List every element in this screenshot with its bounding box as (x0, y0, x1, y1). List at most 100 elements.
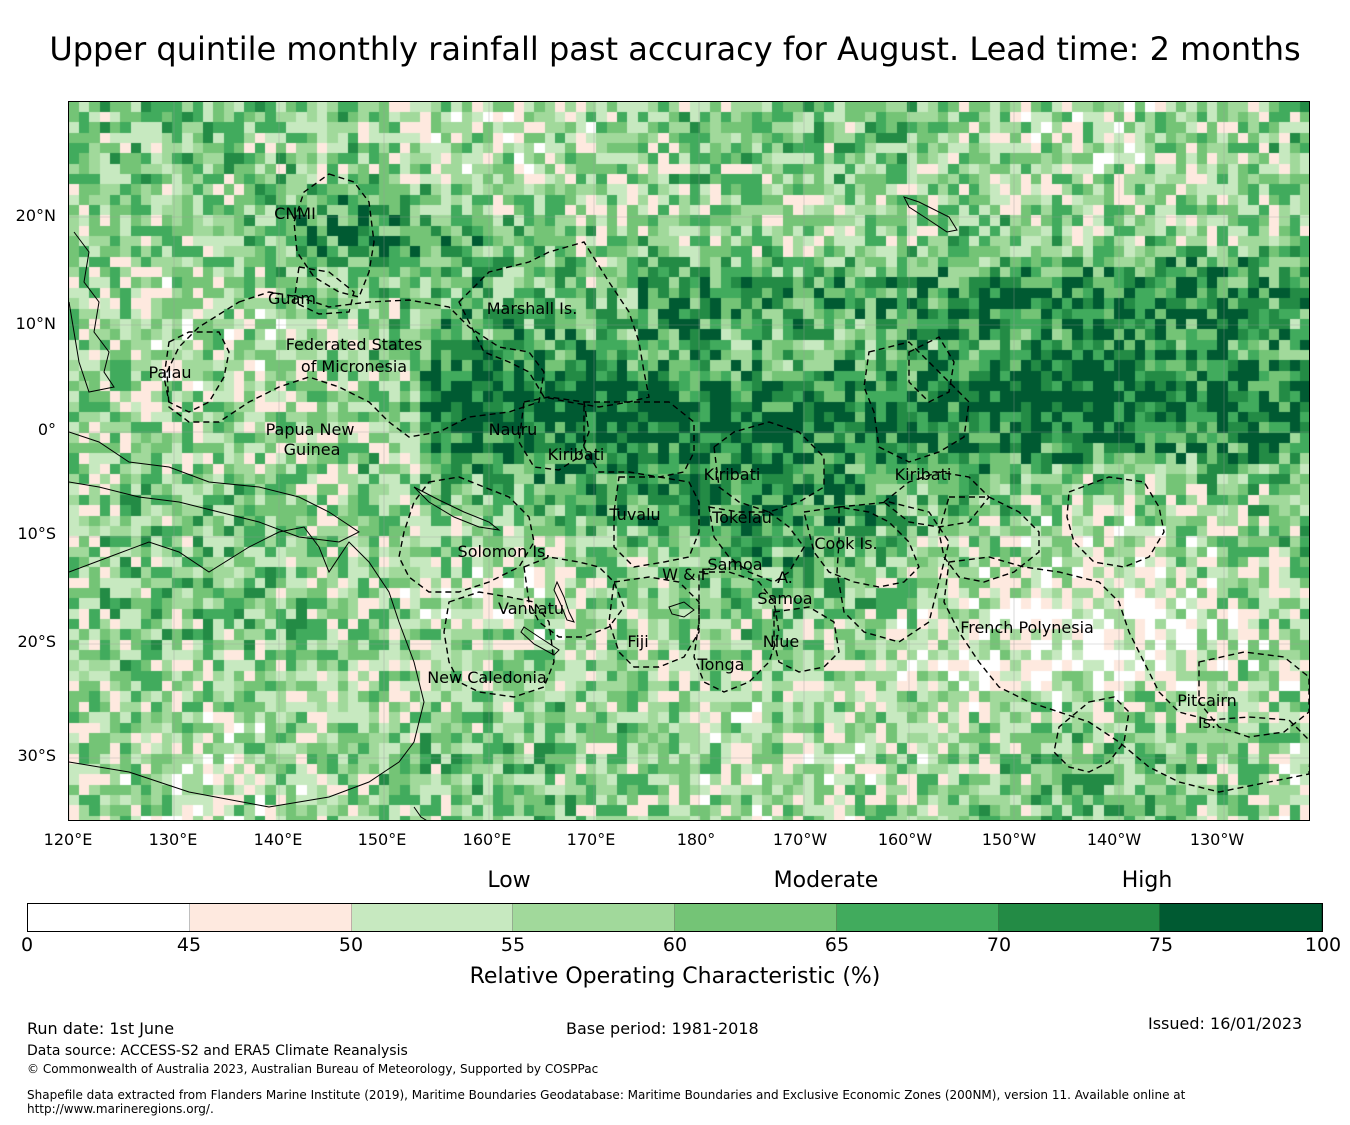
category-moderate: Moderate (773, 868, 879, 893)
colorbar-tick-label: 60 (662, 934, 688, 956)
coastlines (69, 196, 958, 820)
colorbar-tick-label: 100 (1304, 934, 1342, 956)
region-label: Palau (148, 363, 191, 382)
colorbar-tick-label: 50 (338, 934, 364, 956)
colorbar-segment (351, 904, 514, 931)
colorbar-tick-label: 70 (986, 934, 1012, 956)
philippines-coastline (69, 231, 115, 393)
eez-boundary (803, 506, 920, 588)
region-label: Kiribati (704, 465, 761, 484)
longitude-label: 140°W (1086, 830, 1142, 849)
new-zealand-coastline (413, 806, 427, 820)
longitude-label: 150°E (357, 830, 407, 849)
eez-boundary (458, 241, 650, 408)
region-label: Tuvalu (608, 505, 660, 524)
longitude-label: 170°W (772, 830, 828, 849)
base-period: Base period: 1981-2018 (566, 1019, 759, 1038)
region-labels: CNMI Guam Marshall Is. Federated States of M… (148, 204, 1236, 732)
new-guinea-coastline (69, 431, 360, 543)
region-label: Guam (268, 289, 316, 308)
region-label: Papua New (266, 420, 355, 439)
eez-boundary (1053, 696, 1130, 773)
region-label: A. (777, 568, 793, 587)
longitude-label: 160°W (877, 830, 933, 849)
region-label: Vanuatu (498, 599, 564, 618)
issued-date: Issued: 16/01/2023 (1148, 1014, 1303, 1033)
latitude-label: 10°N (15, 314, 56, 333)
region-label: Tonga (697, 655, 745, 674)
eez-boundary (163, 331, 230, 413)
eez-boundary (836, 501, 950, 643)
australia-coastline (69, 526, 425, 808)
colorbar-tick-label: 55 (500, 934, 526, 956)
longitude-label: 120°E (43, 830, 93, 849)
colorbar-segment (675, 904, 837, 931)
region-label: Kiribati (548, 445, 605, 464)
eez-boundary (882, 471, 990, 528)
colorbar-tick-label: 45 (176, 934, 202, 956)
latitude-label: 20°N (15, 206, 56, 225)
longitude-label: 150°W (981, 830, 1037, 849)
eez-boundary (908, 336, 955, 403)
colorbar-segment (1160, 904, 1322, 931)
map-overlay: CNMI Guam Marshall Is. Federated States of M… (69, 102, 1309, 820)
eez-boundary (1066, 476, 1165, 568)
region-label: New Caledonia (427, 668, 547, 687)
region-label: Kiribati (895, 465, 952, 484)
shapefile-url: http://www.marineregions.org/. (27, 1102, 214, 1116)
data-source: Data source: ACCESS-S2 and ERA5 Climate … (27, 1043, 408, 1059)
longitude-label: 160°E (462, 830, 512, 849)
run-date: Run date: 1st June (27, 1019, 175, 1038)
region-label: W & F (662, 565, 710, 584)
eez-boundary (583, 401, 695, 478)
colorbar-title: Relative Operating Characteristic (%) (469, 964, 881, 989)
category-high: High (1121, 868, 1173, 893)
longitude-label: 130°E (148, 830, 198, 849)
eez-boundary (608, 576, 700, 668)
solomon-islands-coastline (413, 486, 501, 531)
longitude-label: 180° (676, 830, 716, 849)
latitude-label: 0° (37, 420, 56, 439)
new-caledonia-coastline (520, 626, 560, 656)
region-label: Marshall Is. (487, 299, 578, 318)
region-label: CNMI (274, 204, 316, 223)
region-label: Cook Is. (814, 534, 877, 553)
eez-boundary (443, 591, 555, 698)
eez-boundary (293, 266, 355, 315)
colorbar-segment (836, 904, 999, 931)
vanuatu-coastline (553, 580, 575, 623)
eez-boundary (708, 506, 805, 583)
region-label: Guinea (284, 440, 341, 459)
colorbar-tick-label: 0 (20, 934, 34, 956)
region-label: Pitcairn (1177, 691, 1237, 710)
longitude-label: 130°W (1189, 830, 1245, 849)
colorbar-segment (28, 904, 190, 931)
category-low: Low (487, 868, 531, 893)
eez-boundary (938, 496, 1040, 583)
graticule (69, 102, 1309, 820)
colorbar-tick-label: 75 (1148, 934, 1174, 956)
eez-boundary (293, 173, 375, 298)
region-label: Niue (763, 632, 799, 651)
colorbar-tick-label: 65 (824, 934, 850, 956)
region-label: Solomon Is. (458, 542, 551, 561)
region-label: Tokelau (711, 508, 772, 527)
hawaii-coastline (903, 196, 958, 233)
shapefile-credit: Shapefile data extracted from Flanders M… (27, 1088, 1186, 1102)
eez-boundary (943, 556, 1309, 793)
longitude-label: 170°E (566, 830, 616, 849)
colorbar-segment (998, 904, 1161, 931)
latitude-label: 10°S (17, 524, 56, 543)
region-label: Samoa (757, 589, 812, 608)
region-label: Fiji (627, 632, 648, 651)
longitude-label: 140°E (253, 830, 303, 849)
eez-boundary (773, 606, 840, 673)
colorbar-segment (189, 904, 352, 931)
eez-boundary (613, 476, 700, 568)
latitude-label: 30°S (17, 746, 56, 765)
copyright-notice: © Commonwealth of Australia 2023, Austra… (27, 1062, 599, 1076)
region-label: Samoa (707, 555, 762, 574)
eez-boundary (693, 571, 780, 693)
colorbar (27, 903, 1323, 932)
chart-title: Upper quintile monthly rainfall past acc… (49, 30, 1301, 68)
